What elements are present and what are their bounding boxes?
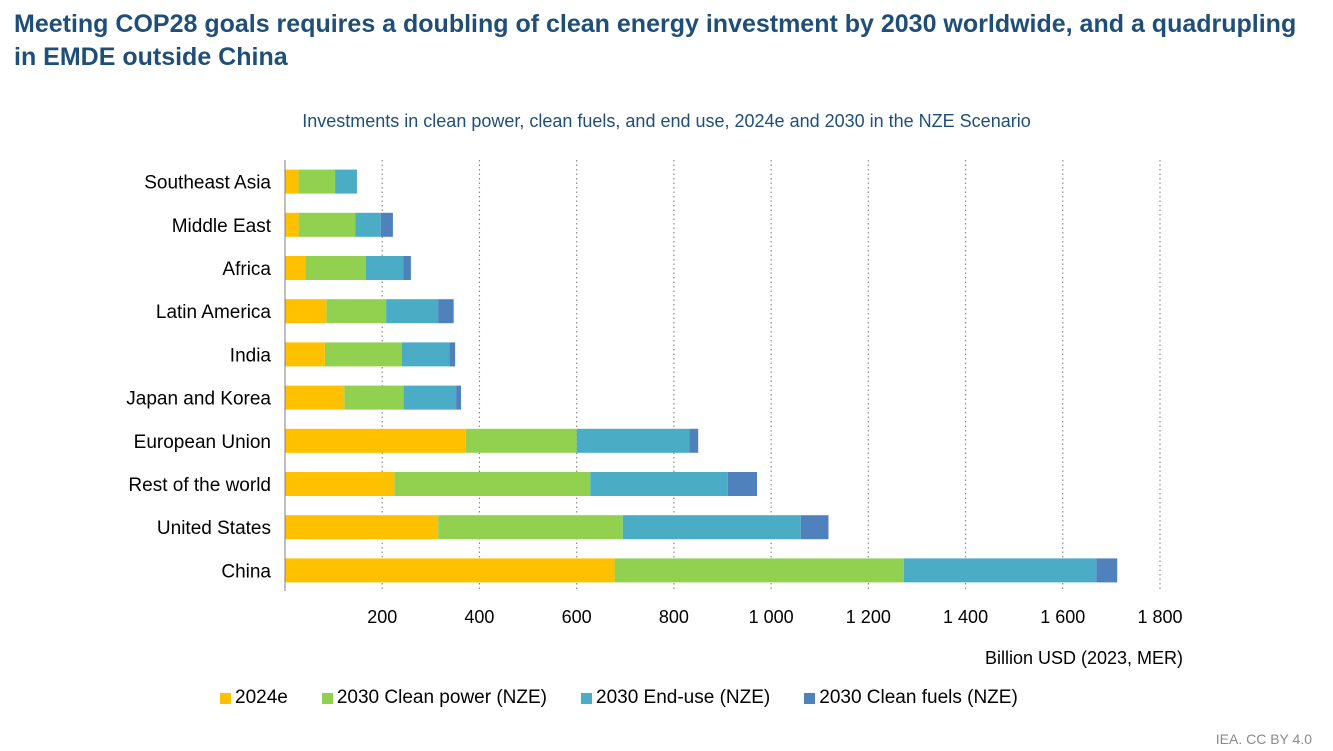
bar-segment [285, 385, 345, 410]
bar-segment [386, 299, 439, 324]
bar-segment [380, 212, 393, 237]
bar-segment [689, 428, 699, 453]
bar-segment [335, 169, 357, 194]
bar-segment [465, 428, 577, 453]
bar-segment [285, 428, 466, 453]
axes: 200 400 600 800 1 000 1 200 1 400 1 600 1 800 Sou… [126, 160, 1183, 627]
bar-segment [355, 212, 381, 237]
legend-item: 2030 Clean power (NZE) [321, 687, 547, 709]
category-label: Japan and Korea [126, 389, 271, 410]
bar-segment [576, 428, 690, 453]
legend-item: 2030 Clean fuels (NZE) [804, 687, 1018, 709]
bar-segment [285, 256, 306, 280]
legend-swatch [804, 692, 816, 704]
bar-segment [800, 515, 829, 540]
chart-title: Meeting COP28 goals requires a doubling … [14, 10, 1297, 71]
bar-segment [614, 558, 904, 583]
bar-segment [298, 212, 356, 237]
bar-segment [344, 385, 404, 410]
category-label: India [230, 345, 272, 366]
bar-segment [285, 515, 439, 540]
legend-swatch [581, 692, 592, 704]
category-label: Southeast Asia [144, 173, 271, 194]
category-label: Rest of the world [128, 475, 271, 496]
legend-label: 2030 Clean fuels (NZE) [819, 687, 1018, 708]
bar-segment [365, 256, 404, 280]
category-label: Middle East [172, 216, 272, 237]
bar-segment [285, 212, 299, 237]
bar-segment [456, 385, 461, 410]
bar-segment [326, 299, 387, 324]
legend-item: 2030 End-use (NZE) [581, 687, 770, 709]
bar-segment [622, 515, 801, 540]
legend-item: 2024e [220, 687, 288, 709]
x-tick-label: 800 [659, 607, 689, 627]
bar-segment [449, 342, 456, 367]
bar-segment [285, 299, 327, 324]
bar-segment [590, 472, 728, 496]
category-label: Africa [222, 259, 271, 280]
bar-segment [401, 342, 450, 367]
x-tick-label: 1 400 [943, 607, 988, 627]
legend-swatch [321, 692, 333, 704]
x-axis-label: Billion USD (2023, MER) [985, 648, 1183, 668]
x-tick-label: 600 [562, 607, 592, 627]
bar-segment [285, 169, 299, 194]
category-label: China [221, 561, 271, 582]
x-tick-label: 1 200 [846, 607, 891, 627]
category-label: European Union [134, 432, 271, 453]
bar-segment [903, 558, 1097, 583]
x-tick-label: 1 000 [749, 607, 794, 627]
bar-segment [305, 256, 366, 280]
chart-subtitle: Investments in clean power, clean fuels,… [302, 111, 1031, 131]
x-tick-label: 1 600 [1040, 607, 1085, 627]
bar-segment [285, 558, 615, 583]
legend-label: 2030 End-use (NZE) [596, 687, 771, 708]
bar-segment [438, 515, 623, 540]
bar-segment [1096, 558, 1118, 583]
legend: 2024e 2030 Clean power (NZE) 2030 End-use … [220, 687, 1018, 709]
x-tick-label: 1 800 [1137, 607, 1182, 627]
legend-label: 2030 Clean power (NZE) [336, 687, 547, 708]
bar-segment [298, 169, 336, 194]
x-tick-label: 400 [464, 607, 494, 627]
bar-segment [438, 299, 454, 324]
x-tick-label: 200 [367, 607, 397, 627]
bar-segment [403, 385, 457, 410]
bar-segment [394, 472, 591, 496]
legend-swatch [220, 692, 231, 704]
bars [285, 169, 1118, 583]
source-credit: IEA. CC BY 4.0 [1215, 731, 1312, 747]
category-label: Latin America [156, 302, 272, 323]
bar-segment [403, 256, 411, 280]
bar-segment [727, 472, 758, 496]
bar-segment [285, 472, 395, 496]
bar-segment [285, 342, 325, 367]
legend-label: 2024e [235, 687, 288, 708]
category-label: United States [157, 518, 271, 539]
bar-segment [324, 342, 402, 367]
